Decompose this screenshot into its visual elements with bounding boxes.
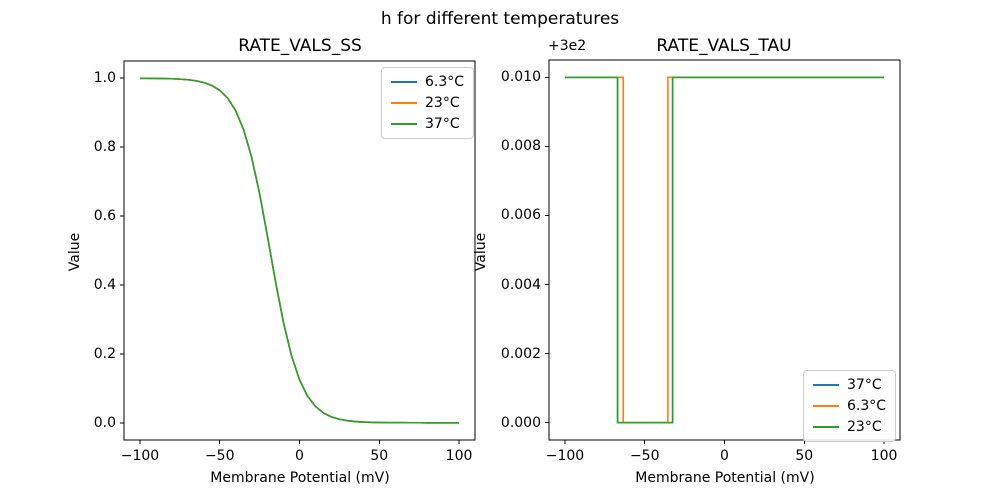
legend-entry-label: 23°C (847, 419, 882, 435)
tau-xtick-label: −100 (545, 448, 585, 464)
ss-ytick-label: 0.6 (93, 208, 116, 225)
ss-xtick-label: 0 (295, 448, 304, 464)
tau-ytick-label: 0.002 (500, 345, 541, 362)
legend-entry: 23°C (813, 419, 886, 435)
legend-line-swatch (391, 123, 417, 125)
ss-xtick-label: −100 (120, 448, 160, 464)
right-axes-title: RATE_VALS_TAU (656, 36, 792, 56)
ss-series-line-37°C (139, 77, 460, 424)
left-xaxis-label: Membrane Potential (mV) (210, 470, 390, 486)
tau-xtick-label: −50 (629, 448, 660, 464)
legend-entry-label: 6.3°C (847, 398, 887, 414)
ss-legend: 6.3°C 23°C 37°C (381, 67, 475, 139)
figure-title: h for different temperatures (380, 9, 620, 29)
right-yaxis-label: Value (473, 232, 489, 272)
tau-ytick-label: 0.000 (500, 414, 541, 431)
tau-ytick-label: 0.006 (500, 207, 541, 224)
legend-entry: 37°C (391, 116, 464, 132)
left-axes-title: RATE_VALS_SS (238, 36, 362, 56)
legend-entry: 23°C (391, 95, 464, 111)
ss-ytick-label: 0.8 (93, 139, 116, 156)
legend-entry-label: 37°C (847, 377, 882, 393)
legend-line-swatch (813, 426, 839, 428)
tau-xtick-label: 0 (720, 448, 729, 464)
tau-xtick-label: 50 (795, 448, 814, 464)
ss-xtick-label: 50 (370, 448, 389, 464)
ss-xtick-label: 100 (445, 448, 473, 464)
legend-entry: 6.3°C (813, 398, 886, 414)
ss-ytick-label: 1.0 (93, 70, 116, 87)
tau-series-line-23°C (564, 76, 885, 424)
legend-line-swatch (813, 405, 839, 407)
legend-entry-label: 6.3°C (425, 74, 465, 90)
right-yaxis-offset-text: +3e2 (548, 38, 587, 54)
legend-entry-label: 37°C (425, 116, 460, 132)
tau-xtick-label: 100 (870, 448, 898, 464)
legend-entry: 37°C (813, 377, 886, 393)
legend-line-swatch (813, 384, 839, 386)
legend-entry: 6.3°C (391, 74, 464, 90)
left-yaxis-label: Value (67, 232, 83, 272)
tau-legend: 37°C 6.3°C 23°C (803, 370, 897, 442)
tau-ytick-label: 0.004 (500, 276, 541, 293)
legend-line-swatch (391, 81, 417, 83)
legend-line-swatch (391, 102, 417, 104)
tau-ytick-label: 0.008 (500, 138, 541, 155)
ss-ytick-label: 0.2 (93, 345, 116, 362)
ss-ytick-label: 0.0 (93, 414, 116, 431)
legend-entry-label: 23°C (425, 95, 460, 111)
ss-xtick-label: −50 (204, 448, 235, 464)
ss-ytick-label: 0.4 (93, 276, 116, 293)
right-xaxis-label: Membrane Potential (mV) (635, 470, 815, 486)
tau-ytick-label: 0.010 (500, 69, 541, 86)
